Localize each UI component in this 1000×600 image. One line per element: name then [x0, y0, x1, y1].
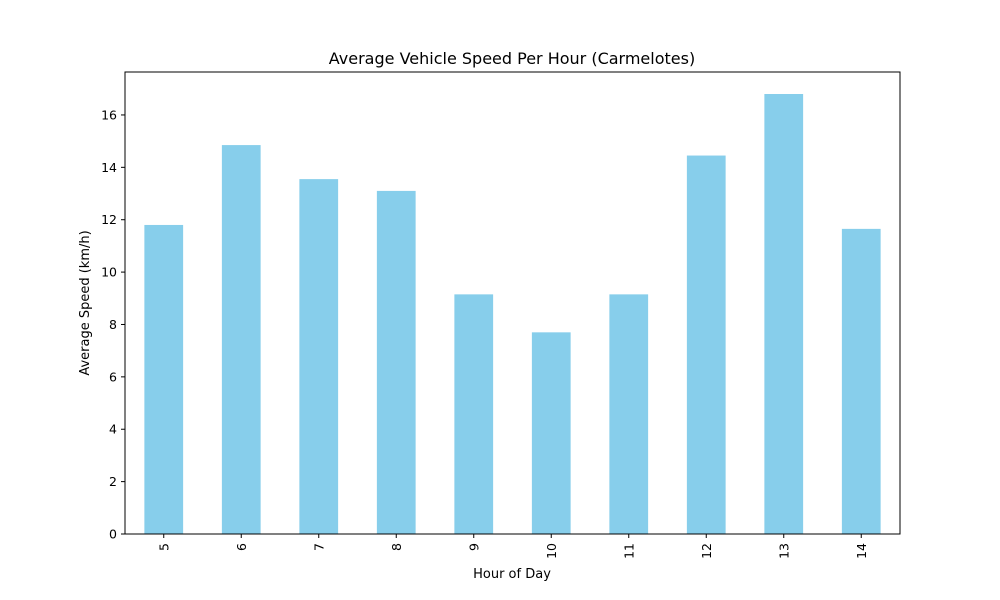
x-axis-ticks: 5 6 7 8 9 10 11 12 13 14	[156, 534, 869, 559]
x-tick-label: 7	[311, 543, 326, 551]
y-tick-label: 6	[109, 369, 117, 384]
y-axis-ticks: 0 2 4 6 8 10 12 14 16	[101, 107, 125, 542]
x-tick-label: 6	[234, 543, 249, 551]
bar-hour-9	[454, 294, 494, 534]
bar-hour-11	[609, 294, 649, 534]
y-tick-label: 16	[101, 107, 117, 122]
x-tick-label: 9	[466, 543, 481, 551]
bar-hour-6	[221, 145, 261, 535]
x-tick-label: 5	[156, 543, 171, 551]
y-tick-label: 12	[101, 212, 117, 227]
y-tick-label: 4	[109, 422, 117, 437]
y-axis-label: Average Speed (km/h)	[78, 230, 93, 375]
x-tick-label: 8	[389, 543, 404, 551]
y-tick-label: 2	[109, 474, 117, 489]
x-tick-label: 13	[776, 543, 791, 559]
bar-hour-5	[144, 224, 184, 534]
bar-hour-10	[531, 332, 571, 534]
bar-hour-8	[376, 190, 416, 534]
chart-title: Average Vehicle Speed Per Hour (Carmelot…	[329, 49, 695, 68]
bars-layer	[144, 94, 881, 535]
x-tick-label: 11	[621, 543, 636, 559]
bar-hour-13	[764, 94, 804, 534]
x-tick-label: 10	[544, 543, 559, 559]
bar-hour-7	[299, 179, 339, 534]
y-tick-label: 14	[101, 160, 117, 175]
bar-hour-12	[686, 155, 726, 535]
bar-hour-14	[841, 228, 881, 534]
y-tick-label: 10	[101, 265, 117, 280]
plot-area-frame	[124, 71, 901, 535]
y-tick-label: 0	[109, 527, 117, 542]
y-tick-label: 8	[109, 317, 117, 332]
x-tick-label: 14	[854, 543, 869, 559]
x-tick-label: 12	[699, 543, 714, 559]
x-axis-label: Hour of Day	[473, 567, 551, 582]
